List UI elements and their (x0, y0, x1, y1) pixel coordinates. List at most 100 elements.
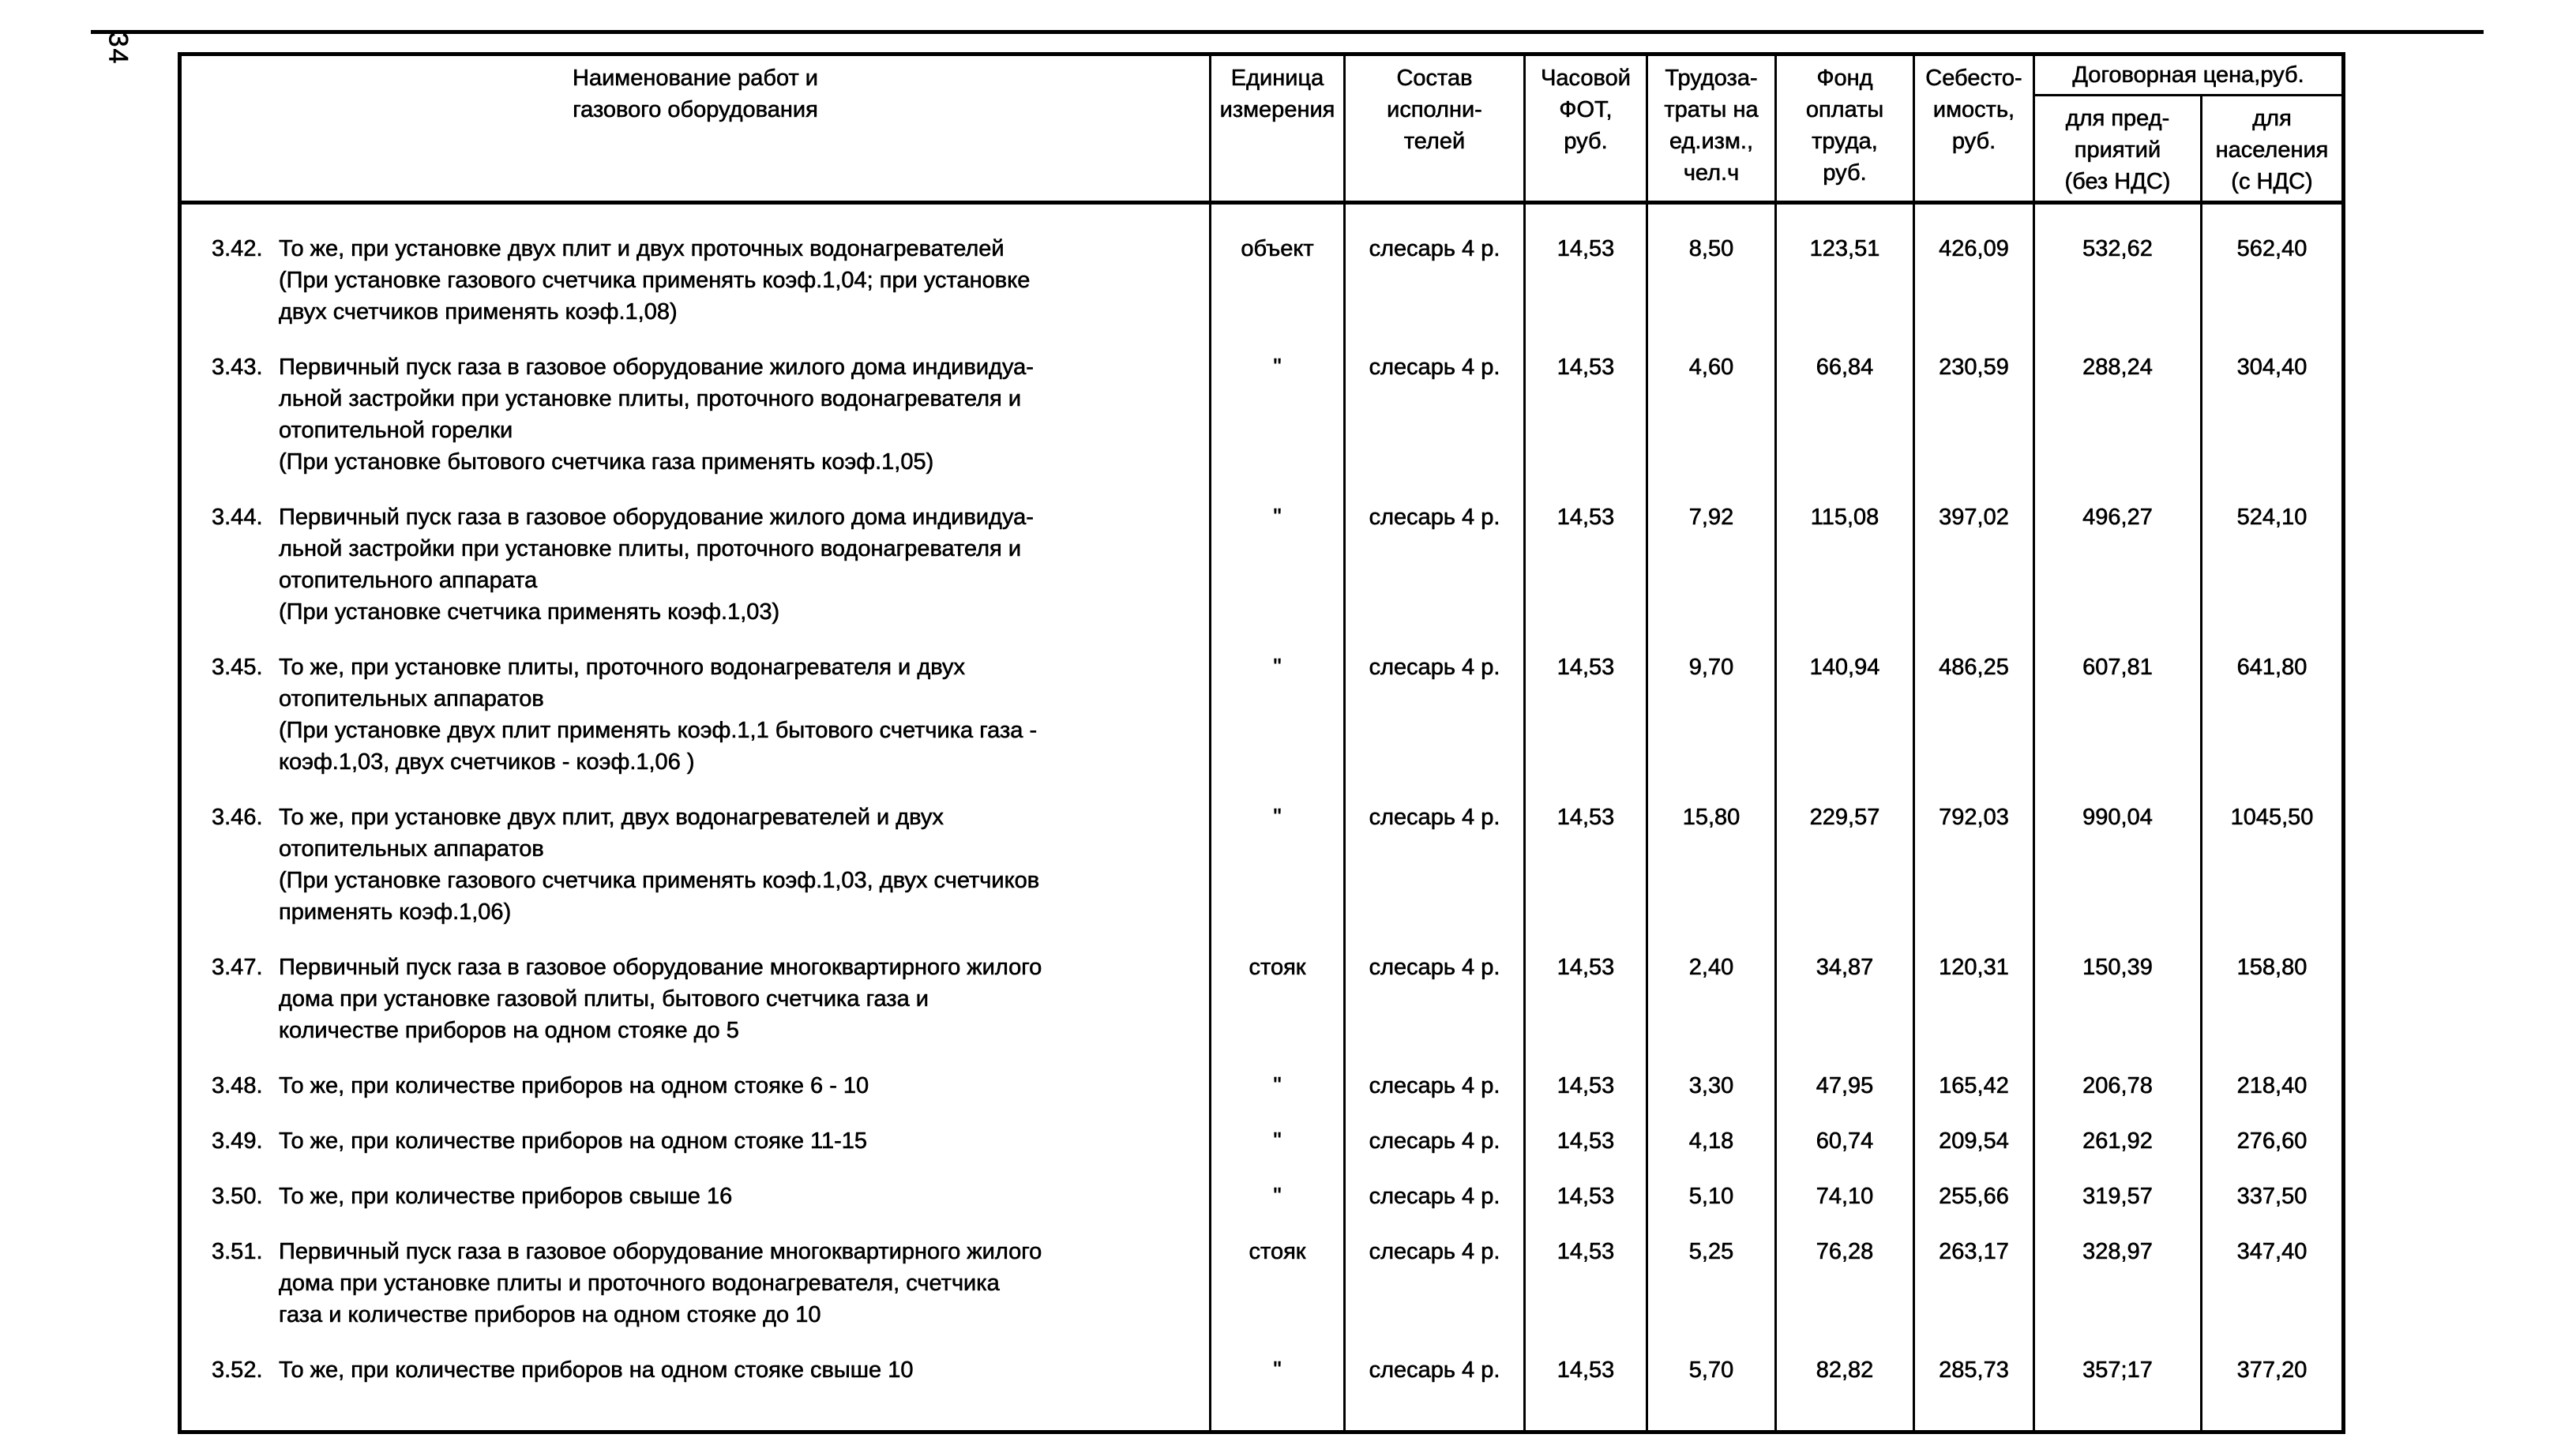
cell-fot: 14,53 (1523, 1070, 1648, 1125)
row-number: 3.45. (212, 655, 263, 681)
cell-fot: 14,53 (1523, 501, 1648, 651)
price-table: Наименование работ и газового оборудован… (178, 52, 2346, 1434)
cell-unit: стояк (1209, 952, 1346, 1070)
page-number: 34 (103, 32, 133, 66)
top-horizontal-rule (91, 30, 2484, 34)
row-description: 3.46. То же, при установке двух плит, дву… (212, 802, 1201, 928)
cell-cost: 230,59 (1913, 351, 2035, 501)
cell-fund: 47,95 (1774, 1070, 1915, 1125)
cell-crew: слесарь 4 р. (1343, 1181, 1526, 1236)
table-row: 3.46. То же, при установке двух плит, дву… (178, 802, 2345, 952)
row-description: 3.48. То же, при количестве приборов на о… (212, 1070, 1201, 1102)
table-body: 3.42. То же, при установке двух плит и дв… (178, 202, 2345, 1432)
cell-labor: 9,70 (1646, 651, 1777, 802)
cell-price-pop: 304,40 (2199, 351, 2345, 501)
cell-cost: 263,17 (1913, 1236, 2035, 1354)
cell-crew: слесарь 4 р. (1343, 1070, 1526, 1125)
row-number: 3.44. (212, 505, 263, 531)
table-row: 3.44. Первичный пуск газа в газовое обору… (178, 501, 2345, 651)
cell-crew: слесарь 4 р. (1343, 202, 1526, 351)
cell-fund: 140,94 (1774, 651, 1915, 802)
cell-cost: 426,09 (1913, 202, 2035, 351)
cell-fund: 229,57 (1774, 802, 1915, 952)
row-text: То же, при установке двух плит, двух вод… (279, 805, 1040, 925)
header-work: Наименование работ и газового оборудован… (178, 53, 1211, 205)
header-price-population: для населения (с НДС) (2199, 94, 2345, 205)
cell-price-ent: 288,24 (2033, 351, 2202, 501)
cell-cost: 209,54 (1913, 1125, 2035, 1181)
cell-fund: 74,10 (1774, 1181, 1915, 1236)
row-description: 3.42. То же, при установке двух плит и дв… (212, 233, 1201, 328)
row-description: 3.50. То же, при количестве приборов свыш… (212, 1181, 1201, 1212)
header-crew: Состав исполни- телей (1343, 53, 1526, 205)
cell-price-pop: 641,80 (2199, 651, 2345, 802)
cell-fund: 123,51 (1774, 202, 1915, 351)
cell-labor: 7,92 (1646, 501, 1777, 651)
cell-price-pop: 562,40 (2199, 202, 2345, 351)
cell-labor: 2,40 (1646, 952, 1777, 1070)
cell-cost: 120,31 (1913, 952, 2035, 1070)
row-text: То же, при количестве приборов на одном … (279, 1073, 869, 1099)
cell-unit: " (1209, 802, 1346, 952)
cell-price-ent: 357;17 (2033, 1354, 2202, 1432)
table-row: 3.43. Первичный пуск газа в газовое обору… (178, 351, 2345, 501)
row-description: 3.45. То же, при установке плиты, проточн… (212, 651, 1201, 778)
table-header: Наименование работ и газового оборудован… (178, 53, 2345, 205)
cell-labor: 15,80 (1646, 802, 1777, 952)
row-number: 3.51. (212, 1239, 263, 1265)
cell-fot: 14,53 (1523, 202, 1648, 351)
cell-price-ent: 607,81 (2033, 651, 2202, 802)
header-price-enterprises: для пред- приятий (без НДС) (2033, 94, 2202, 205)
cell-fot: 14,53 (1523, 1236, 1648, 1354)
cell-labor: 5,70 (1646, 1354, 1777, 1432)
table-row: 3.42. То же, при установке двух плит и дв… (178, 202, 2345, 351)
cell-fot: 14,53 (1523, 1354, 1648, 1432)
cell-price-pop: 337,50 (2199, 1181, 2345, 1236)
table-row: 3.47. Первичный пуск газа в газовое обору… (178, 952, 2345, 1070)
row-description: 3.44. Первичный пуск газа в газовое обору… (212, 501, 1201, 628)
row-number: 3.52. (212, 1357, 263, 1384)
cell-unit: " (1209, 351, 1346, 501)
cell-cost: 165,42 (1913, 1070, 2035, 1125)
row-description: 3.43. Первичный пуск газа в газовое обору… (212, 351, 1201, 478)
cell-price-pop: 158,80 (2199, 952, 2345, 1070)
row-text: Первичный пуск газа в газовое оборудован… (279, 1239, 1042, 1328)
row-number: 3.47. (212, 955, 263, 981)
cell-fot: 14,53 (1523, 952, 1648, 1070)
row-number: 3.50. (212, 1184, 263, 1210)
cell-fot: 14,53 (1523, 1181, 1648, 1236)
cell-unit: " (1209, 1070, 1346, 1125)
cell-price-ent: 328,97 (2033, 1236, 2202, 1354)
cell-labor: 3,30 (1646, 1070, 1777, 1125)
row-description: 3.52. То же, при количестве приборов на о… (212, 1354, 1201, 1386)
table-row: 3.48. То же, при количестве приборов на о… (178, 1070, 2345, 1125)
cell-fot: 14,53 (1523, 802, 1648, 952)
cell-fund: 60,74 (1774, 1125, 1915, 1181)
row-text: Первичный пуск газа в газовое оборудован… (279, 355, 1035, 475)
cell-fot: 14,53 (1523, 1125, 1648, 1181)
cell-labor: 4,18 (1646, 1125, 1777, 1181)
header-contract-price: Договорная цена,руб. (2032, 53, 2345, 96)
cell-price-pop: 377,20 (2199, 1354, 2345, 1432)
cell-crew: слесарь 4 р. (1343, 802, 1526, 952)
row-text: Первичный пуск газа в газовое оборудован… (279, 955, 1042, 1044)
cell-unit: стояк (1209, 1236, 1346, 1354)
row-text: То же, при установке двух плит и двух пр… (279, 236, 1031, 325)
cell-unit: " (1209, 501, 1346, 651)
row-description: 3.49. То же, при количестве приборов на о… (212, 1125, 1201, 1157)
table-row: 3.45. То же, при установке плиты, проточн… (178, 651, 2345, 802)
cell-unit: объект (1209, 202, 1346, 351)
cell-price-pop: 524,10 (2199, 501, 2345, 651)
table-row: 3.50. То же, при количестве приборов свыш… (178, 1181, 2345, 1236)
cell-price-pop: 1045,50 (2199, 802, 2345, 952)
cell-fot: 14,53 (1523, 651, 1648, 802)
cell-price-pop: 347,40 (2199, 1236, 2345, 1354)
cell-price-ent: 206,78 (2033, 1070, 2202, 1125)
row-number: 3.48. (212, 1073, 263, 1099)
cell-crew: слесарь 4 р. (1343, 1236, 1526, 1354)
cell-price-ent: 319,57 (2033, 1181, 2202, 1236)
table-row: 3.52. То же, при количестве приборов на о… (178, 1354, 2345, 1432)
cell-unit: " (1209, 1354, 1346, 1432)
cell-crew: слесарь 4 р. (1343, 351, 1526, 501)
